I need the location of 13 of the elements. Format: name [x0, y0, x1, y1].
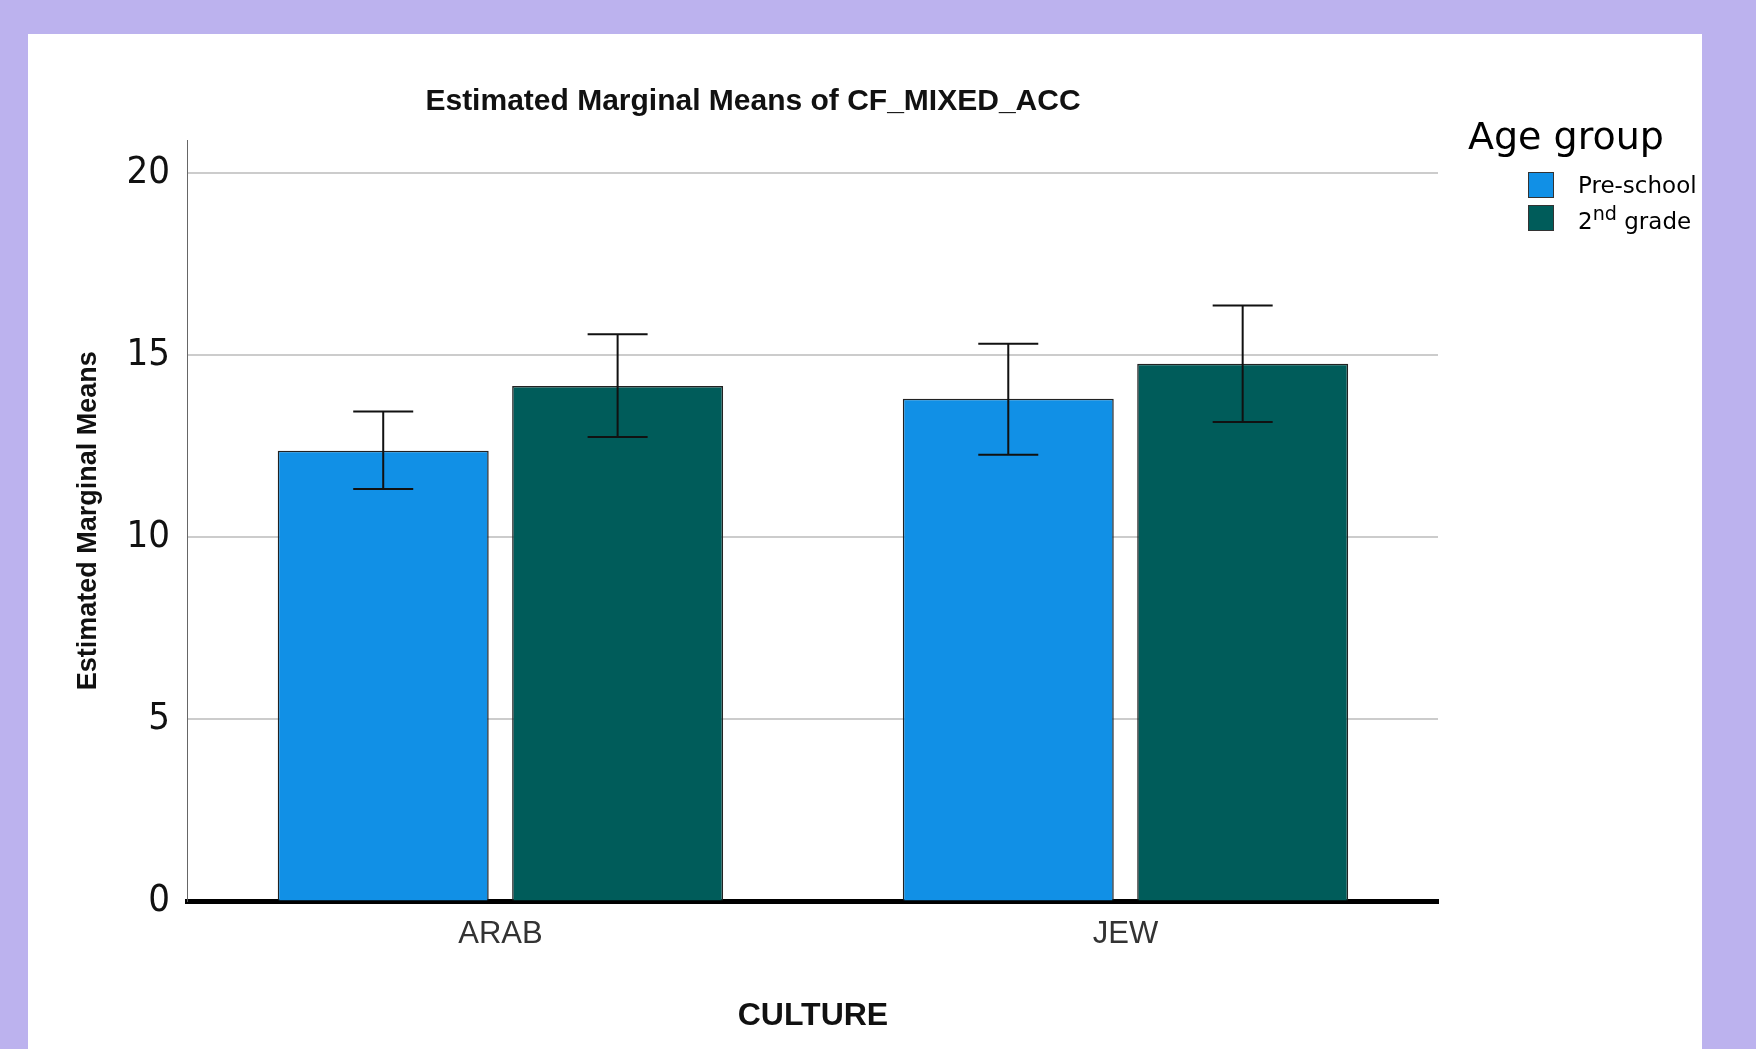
- chart-title: Estimated Marginal Means of CF_MIXED_ACC: [425, 83, 1081, 117]
- x-tick-label: JEW: [1092, 914, 1159, 950]
- y-tick-label: 10: [126, 511, 170, 556]
- y-tick-label: 0: [148, 876, 170, 921]
- x-axis-title: CULTURE: [737, 995, 889, 1032]
- legend-title: Age group: [1468, 114, 1665, 158]
- y-tick-label: 15: [126, 329, 170, 374]
- y-axis-title: Estimated Marginal Means: [71, 351, 102, 691]
- legend-label: 2$^{nd}$ grade: [1578, 202, 1692, 234]
- x-tick-label: ARAB: [458, 914, 543, 950]
- y-tick-label: 5: [148, 694, 170, 739]
- legend-label: Pre-school: [1578, 172, 1697, 198]
- y-tick-label: 20: [126, 147, 170, 192]
